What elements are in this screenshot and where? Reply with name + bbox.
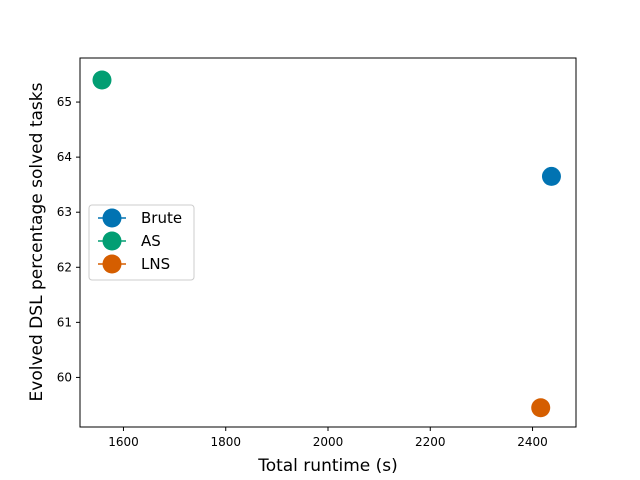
- point-brute: [541, 166, 561, 186]
- y-tick-label: 63: [57, 205, 72, 219]
- y-tick-label: 65: [57, 95, 72, 109]
- data-points: [92, 70, 561, 418]
- x-tick-label: 2000: [313, 435, 344, 449]
- legend-marker-brute: [102, 208, 122, 228]
- legend-label-brute: Brute: [141, 209, 182, 227]
- legend-label-lns: LNS: [141, 255, 170, 273]
- point-as: [92, 70, 112, 90]
- y-tick-label: 60: [57, 370, 72, 384]
- x-tick-label: 2400: [517, 435, 548, 449]
- x-tick-label: 1800: [210, 435, 241, 449]
- x-tick-label: 2200: [415, 435, 446, 449]
- y-tick-label: 61: [57, 315, 72, 329]
- legend-marker-as: [102, 231, 122, 251]
- x-tick-label: 1600: [108, 435, 139, 449]
- x-axis-label: Total runtime (s): [257, 456, 398, 476]
- legend-label-as: AS: [141, 232, 161, 250]
- legend: Brute AS LNS: [88, 204, 195, 281]
- y-tick-label: 64: [57, 150, 72, 164]
- y-axis-label: Evolved DSL percentage solved tasks: [27, 82, 47, 401]
- y-axis-ticks: 60 61 62 63 64 65: [57, 95, 80, 384]
- x-axis-ticks: 1600 1800 2000 2200 2400: [108, 427, 548, 449]
- legend-marker-lns: [102, 254, 122, 274]
- y-tick-label: 62: [57, 260, 72, 274]
- point-lns: [531, 398, 551, 418]
